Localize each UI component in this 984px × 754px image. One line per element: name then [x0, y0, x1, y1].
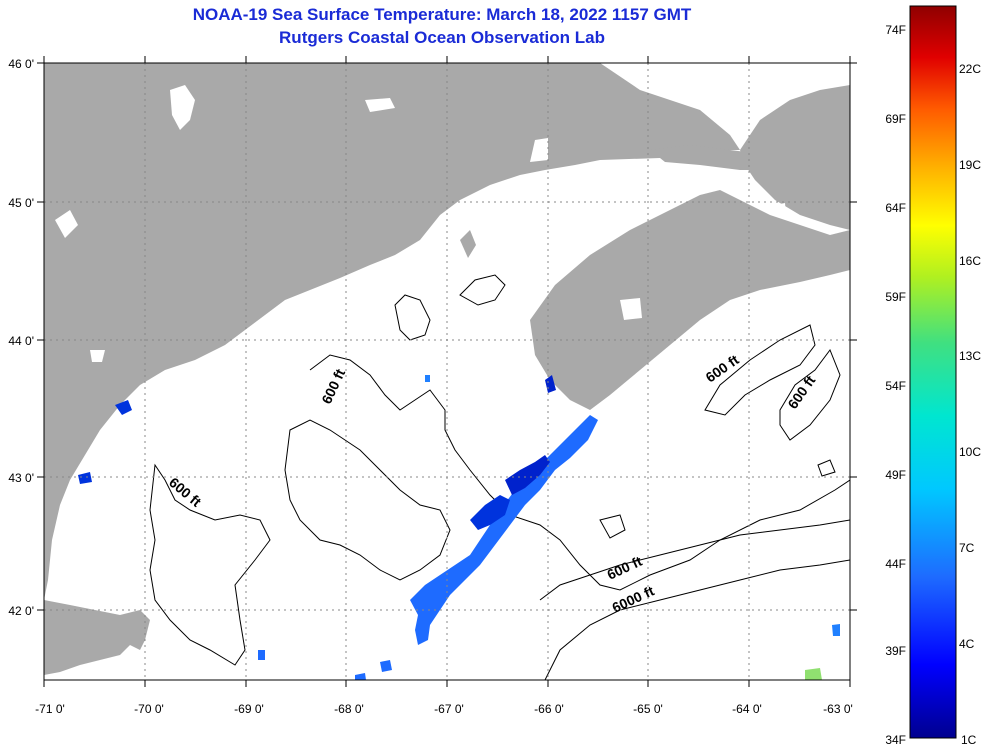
- lon-label: -71 0': [35, 702, 65, 716]
- colorbar-f-label: 69F: [885, 112, 906, 126]
- colorbar-f-label: 49F: [885, 468, 906, 482]
- lon-label: -64 0': [732, 702, 762, 716]
- lake-5: [620, 298, 642, 320]
- lon-label: -65 0': [633, 702, 663, 716]
- chart-title: NOAA-19 Sea Surface Temperature: March 1…: [192, 5, 692, 24]
- lat-label: 42 0': [8, 604, 34, 618]
- colorbar-f-label: 64F: [885, 201, 906, 215]
- land-nova-scotia: [530, 190, 850, 410]
- lon-label: -67 0': [434, 702, 464, 716]
- colorbar-c-label: 22C: [959, 62, 981, 76]
- colorbar-c-label: 19C: [959, 158, 981, 172]
- lat-label: 43 0': [8, 471, 34, 485]
- land-cape-breton: [740, 85, 850, 230]
- lake-4: [90, 350, 105, 362]
- lon-label: -66 0': [534, 702, 564, 716]
- land-mainland: [44, 63, 740, 600]
- colorbar-f-label: 39F: [885, 644, 906, 658]
- lake-3: [365, 98, 395, 112]
- lake-2: [55, 210, 78, 238]
- sst-patches: [78, 375, 840, 680]
- lon-label: -68 0': [334, 702, 364, 716]
- colorbar-c-label: 10C: [959, 445, 981, 459]
- colorbar-f-label: 59F: [885, 290, 906, 304]
- land-island: [460, 230, 476, 258]
- lat-label: 46 0': [8, 57, 34, 71]
- land-cape-cod: [44, 600, 150, 675]
- colorbar-c-label: 7C: [959, 541, 975, 555]
- colorbar-f-label: 44F: [885, 557, 906, 571]
- colorbar-c-label: 13C: [959, 349, 981, 363]
- axis-ticks: [37, 56, 857, 687]
- colorbar-c-label: 4C: [959, 637, 975, 651]
- lon-label: -63 0': [823, 702, 853, 716]
- colorbar-c-label: 1C: [961, 733, 977, 747]
- colorbar-f-label: 34F: [885, 733, 906, 747]
- lake-6: [530, 138, 548, 162]
- lake-1: [170, 85, 195, 130]
- colorbar-c-label: 16C: [959, 254, 981, 268]
- colorbar-f-label: 54F: [885, 379, 906, 393]
- colorbar-f-label: 74F: [885, 23, 906, 37]
- lon-label: -69 0': [234, 702, 264, 716]
- colorbar: [909, 5, 957, 739]
- graticule: [44, 63, 850, 680]
- lat-label: 45 0': [8, 196, 34, 210]
- chart-subtitle: Rutgers Coastal Ocean Observation Lab: [279, 28, 605, 47]
- lon-label: -70 0': [134, 702, 164, 716]
- lat-label: 44 0': [8, 334, 34, 348]
- lake-7: [775, 203, 786, 215]
